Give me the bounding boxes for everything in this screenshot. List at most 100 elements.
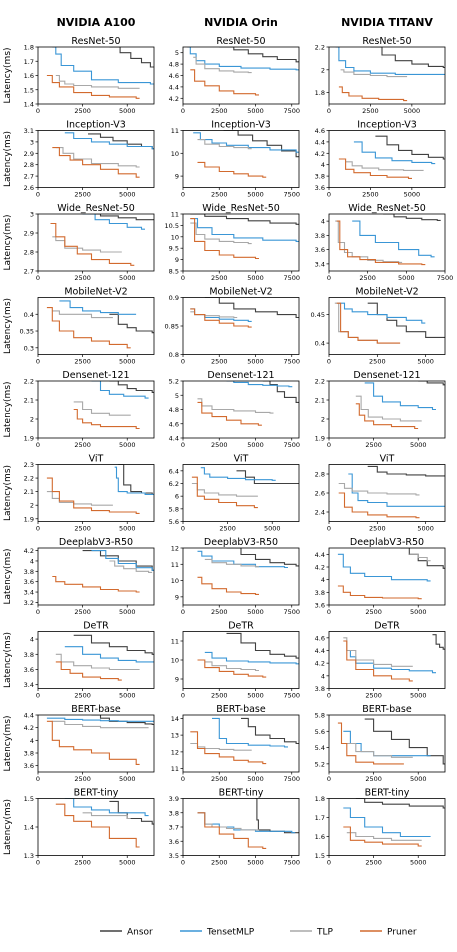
series-line [91, 550, 154, 571]
x-tick-label: 5000 [119, 692, 136, 700]
series-line [212, 717, 288, 748]
y-tick-label: 1.6 [315, 833, 325, 841]
subplot: MobileNet-V2 0.8 0.85 0.9 0 2500 5000 7500 [165, 287, 301, 366]
y-tick-label: 1.4 [24, 101, 34, 109]
y-tick-label: 5.2 [169, 378, 179, 386]
x-tick-label: 5000 [410, 859, 427, 867]
y-tick-label: 3.6 [169, 838, 179, 846]
x-tick-label: 7500 [283, 775, 300, 783]
x-tick-label: 2500 [359, 274, 376, 282]
x-tick-label: 7500 [283, 859, 300, 867]
subplot-title: BERT-base [71, 704, 121, 715]
y-tick-label: 4.8 [169, 406, 179, 414]
x-tick-label: 0 [181, 608, 185, 616]
y-tick-label: 2 [321, 416, 325, 424]
y-tick-label: 0.35 [20, 328, 34, 336]
subplot-title: ResNet-50 [362, 36, 411, 47]
y-tick-label: 2.9 [24, 230, 34, 238]
series-line [109, 313, 154, 334]
y-tick-label: 3.8 [315, 685, 325, 693]
x-tick-label: 0 [327, 775, 331, 783]
y-tick-label: 0.85 [165, 323, 179, 331]
plot-frame [37, 380, 155, 439]
series-line [226, 381, 293, 388]
series-line [64, 646, 154, 663]
series-line [337, 722, 404, 765]
y-tick-label: 11 [171, 561, 179, 569]
x-tick-label: 0 [181, 525, 185, 533]
x-tick-label: 5000 [247, 358, 264, 366]
y-tick-label: 2 [321, 66, 325, 74]
x-tick-label: 2500 [211, 775, 228, 783]
x-tick-label: 5000 [247, 107, 264, 115]
x-tick-label: 0 [327, 107, 331, 115]
x-tick-label: 7500 [283, 608, 300, 616]
x-tick-label: 0 [181, 358, 185, 366]
series-line [219, 47, 299, 63]
x-tick-label: 0 [327, 859, 331, 867]
x-tick-label: 7500 [283, 692, 300, 700]
y-tick-label: 2.2 [315, 378, 325, 386]
series-line [241, 717, 299, 745]
subplot: MobileNet-V2 0.4 0.45 0 2500 5000 [311, 287, 446, 366]
y-tick-label: 2.6 [315, 490, 325, 498]
column-header: NVIDIA Orin [204, 16, 278, 29]
y-tick-label: 6 [175, 493, 179, 501]
x-tick-label: 5000 [119, 775, 136, 783]
series-line [193, 56, 252, 74]
y-tick-label: 1.9 [24, 435, 34, 443]
plot-frame [328, 46, 446, 105]
series-line [335, 47, 445, 75]
series-line [343, 640, 413, 682]
series-line [204, 823, 259, 831]
y-tick-label: 3.8 [169, 809, 179, 817]
subplot-title: Inception-V3 [66, 120, 126, 131]
y-tick-label: 3.6 [315, 184, 325, 192]
series-line [197, 812, 267, 849]
y-tick-label: 1.8 [315, 795, 325, 803]
y-tick-label: 0.3 [24, 344, 34, 352]
x-tick-label: 2500 [74, 358, 91, 366]
y-tick-label: 11 [171, 765, 179, 773]
y-tick-label: 3.6 [315, 602, 325, 610]
series-line [418, 381, 445, 386]
y-tick-label: 2.1 [24, 488, 34, 496]
series-line [190, 69, 259, 96]
y-tick-label: 3.2 [24, 599, 34, 607]
y-tick-label: 2.6 [24, 184, 34, 192]
subplot: Densenet-121 1.9 2 2.1 2.2 0 2500 5000 [315, 370, 446, 449]
y-axis-label: Latency(ms) [3, 381, 13, 437]
series-line [109, 381, 154, 393]
series-line [409, 553, 431, 562]
series-line [187, 47, 299, 71]
x-tick-label: 2500 [74, 107, 91, 115]
subplot-title: MobileNet-V2 [64, 287, 127, 298]
series-line [336, 220, 426, 266]
y-tick-label: 2.7 [24, 268, 34, 276]
y-tick-label: 13 [171, 732, 179, 740]
series-line [370, 47, 445, 69]
y-tick-label: 3.4 [24, 681, 34, 689]
series-line [52, 310, 113, 319]
y-tick-label: 5.6 [169, 518, 179, 526]
x-tick-label: 0 [181, 107, 185, 115]
y-tick-label: 3.6 [24, 762, 34, 770]
series-line [197, 576, 259, 595]
subplot: BERT-base 5.2 5.4 5.6 5.8 0 2500 5000 [315, 704, 446, 783]
series-line [335, 220, 403, 263]
y-tick-label: 2.4 [315, 509, 325, 517]
x-tick-label: 5000 [404, 107, 421, 115]
y-axis-label: Latency(ms) [3, 214, 13, 270]
plot-frame [37, 631, 155, 689]
series-line [55, 661, 122, 681]
y-tick-label: 11 [171, 211, 179, 219]
plot-frame [37, 130, 155, 188]
y-axis-label: Latency(ms) [3, 298, 13, 354]
subplot-title: DeeplabV3-R50 [350, 537, 424, 548]
y-tick-label: 4.8 [169, 61, 179, 69]
series-line [367, 465, 445, 477]
y-tick-label: 2.8 [24, 161, 34, 169]
x-tick-label: 0 [181, 441, 185, 449]
series-line [400, 548, 445, 569]
y-tick-label: 0.4 [24, 311, 34, 319]
